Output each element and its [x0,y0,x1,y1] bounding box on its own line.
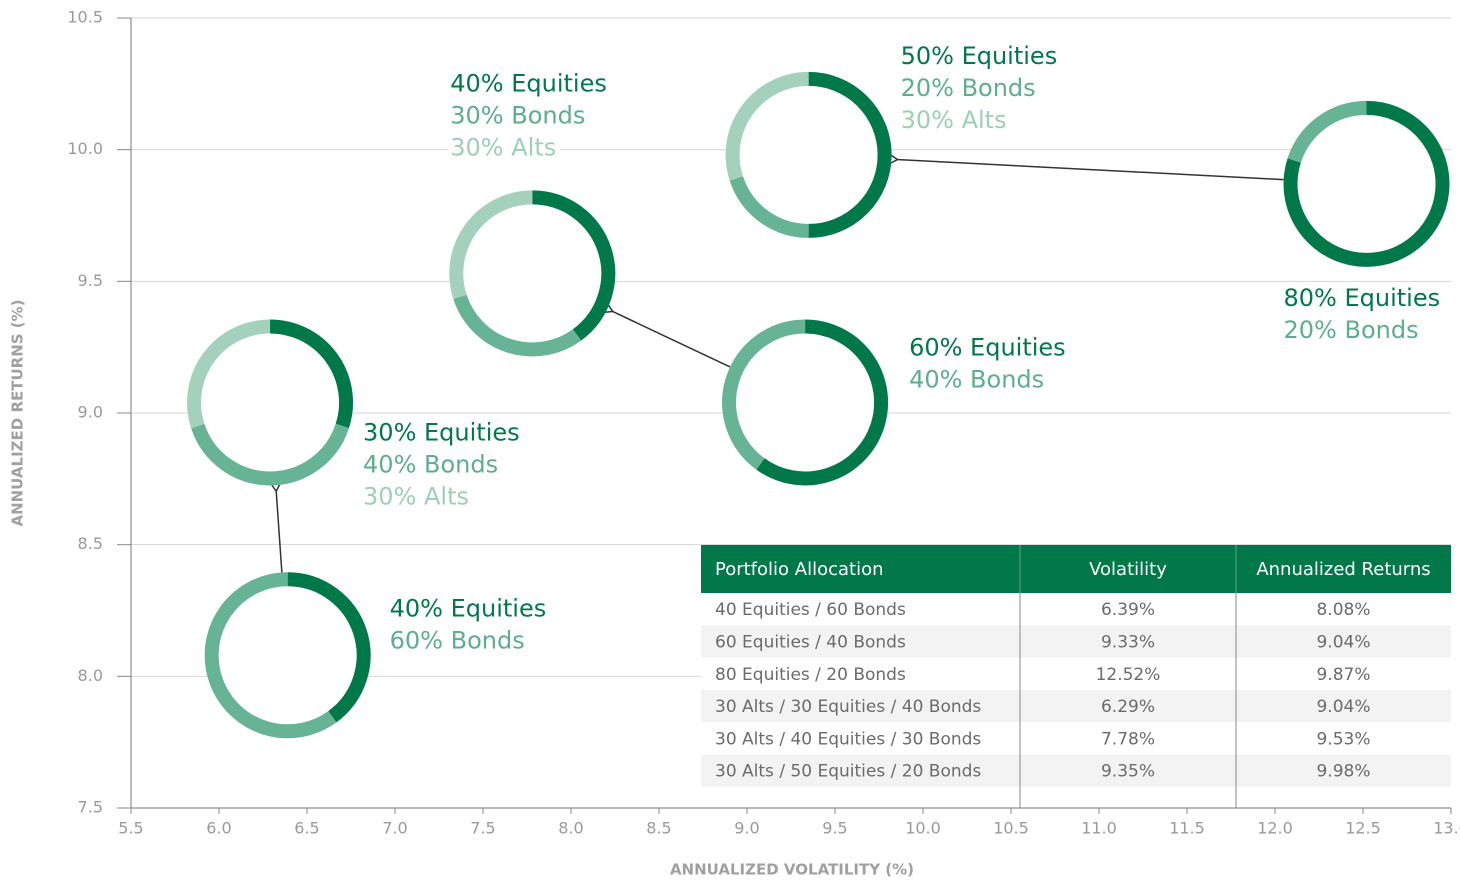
allocation-label: 30% Alts [450,133,556,161]
donut-segment [453,294,582,357]
donut-center [1283,100,1450,267]
donut-segment [204,572,337,739]
y-tick-label: 7.5 [78,798,103,817]
donut-segment [1287,100,1367,163]
x-axis-title: ANNUALIZED VOLATILITY (%) [670,861,914,879]
portfolio-donut [204,572,371,739]
x-tick-label: 11.0 [1081,819,1117,838]
allocation-label: 60% Equities [909,333,1066,361]
portfolio-donut [1283,100,1450,267]
portfolio-donut [722,319,889,486]
donut-segment [287,572,371,723]
table-cell: 9.04% [1316,632,1370,652]
x-tick-label: 7.0 [382,819,407,838]
table-cell: 9.35% [1101,762,1155,782]
allocation-label: 30% Bonds [450,101,585,129]
allocation-label: 40% Equities [450,69,607,97]
donut-segment [1283,100,1450,267]
x-tick-label: 6.5 [294,819,319,838]
donut-segment [729,176,809,238]
table-cell: 9.33% [1101,632,1155,652]
table-row-bg [701,754,1451,787]
donut-segment [191,423,349,486]
table-row-bg [701,689,1451,723]
table-header: Volatility [1089,559,1167,580]
donut-segment [269,319,354,429]
allocation-label: 30% Alts [363,482,469,510]
x-tick-label: 10.5 [993,819,1029,838]
donut-center [722,319,889,486]
table-cell: 80 Equities / 20 Bonds [715,665,906,685]
x-tick-label: 5.5 [118,819,143,838]
table-cell: 30 Alts / 50 Equities / 20 Bonds [715,762,981,782]
donut-segment [722,319,806,470]
arrow [276,490,283,573]
table-cell: 12.52% [1096,665,1161,685]
table-cell: 6.29% [1101,697,1155,717]
portfolio-donut [187,319,354,486]
donut-center [187,319,354,486]
donut-center [449,190,616,357]
table-header-bg [701,545,1451,593]
x-tick-label: 9.5 [822,819,847,838]
arrow [612,311,731,368]
x-tick-label: 6.0 [206,819,231,838]
x-tick-label: 11.5 [1169,819,1205,838]
table-header: Portfolio Allocation [715,559,884,580]
donut-segment [808,71,892,238]
allocation-label: 30% Equities [363,418,520,446]
y-tick-label: 10.0 [67,139,103,158]
donut-center [725,71,892,238]
table-header: Annualized Returns [1256,559,1430,580]
allocation-label: 20% Bonds [901,74,1036,102]
y-tick-label: 9.0 [78,403,103,422]
allocation-label: 40% Bonds [909,365,1044,393]
y-tick-label: 8.5 [78,534,103,553]
y-tick-label: 10.5 [67,8,103,27]
donut-segment [725,71,809,181]
allocation-label: 50% Equities [901,42,1058,70]
table-cell: 9.98% [1316,762,1370,782]
arrow [896,159,1284,181]
donut-segment [532,190,616,341]
y-tick-label: 9.5 [78,271,103,290]
table-cell: 9.04% [1316,697,1370,717]
portfolio-donut [725,71,892,238]
table-cell: 8.08% [1316,600,1370,620]
table-cell: 7.78% [1101,729,1155,749]
table-cell: 30 Alts / 40 Equities / 30 Bonds [715,729,981,749]
x-tick-label: 10.0 [905,819,941,838]
x-tick-label: 12.0 [1257,819,1293,838]
allocation-label: 20% Bonds [1284,316,1419,344]
donut-segment [756,319,889,486]
donut-segment [449,190,533,300]
y-axis-title: ANNUALIZED RETURNS (%) [9,299,27,526]
allocation-label: 60% Bonds [390,626,525,654]
table-row-bg [701,625,1451,658]
x-tick-label: 13.0 [1433,819,1460,838]
table-cell: 9.53% [1316,729,1370,749]
x-tick-label: 12.5 [1345,819,1381,838]
table-cell: 60 Equities / 40 Bonds [715,632,906,652]
table-cell: 6.39% [1101,600,1155,620]
allocation-label: 30% Alts [901,106,1007,134]
donut-center [204,572,371,739]
table-cell: 30 Alts / 30 Equities / 40 Bonds [715,697,981,717]
allocation-label: 40% Bonds [363,450,498,478]
donut-segment [187,319,271,429]
table-cell: 9.87% [1316,665,1370,685]
portfolio-donut [449,190,616,357]
x-tick-label: 7.5 [470,819,495,838]
x-tick-label: 8.5 [646,819,671,838]
y-tick-label: 8.0 [78,666,103,685]
allocation-label: 40% Equities [390,594,547,622]
x-tick-label: 9.0 [734,819,759,838]
allocation-label: 80% Equities [1284,284,1441,312]
table-cell: 40 Equities / 60 Bonds [715,600,906,620]
x-tick-label: 8.0 [558,819,583,838]
